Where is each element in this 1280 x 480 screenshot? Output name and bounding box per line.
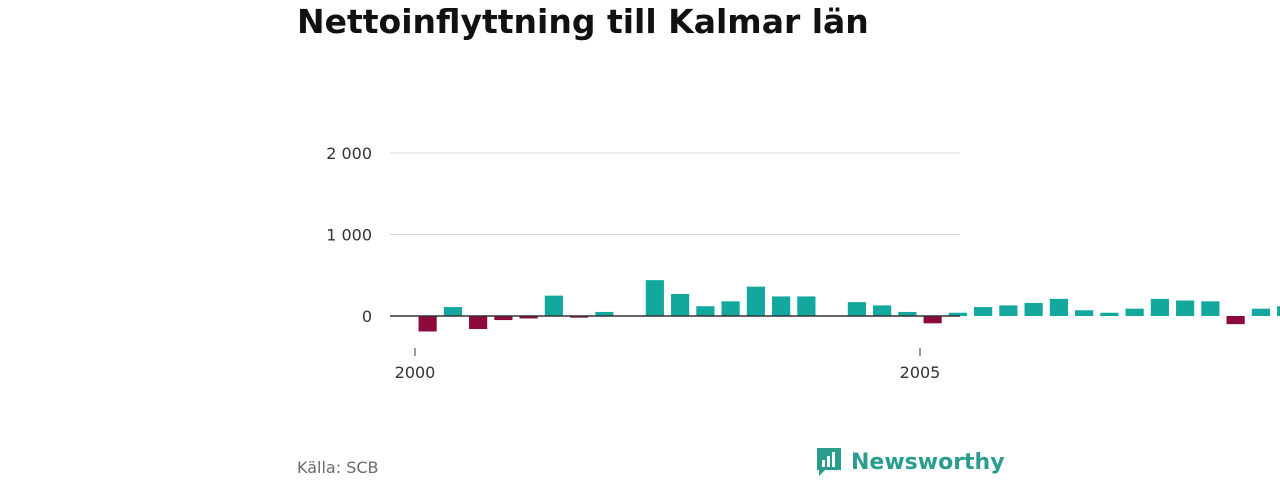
y-tick-label: 0: [362, 307, 372, 326]
bar: [1049, 298, 1068, 316]
bar: [721, 301, 740, 316]
bar: [418, 316, 437, 332]
bar: [873, 305, 892, 316]
bar: [443, 307, 462, 316]
bar: [1125, 308, 1144, 316]
bar: [1176, 300, 1195, 316]
bar: [570, 316, 589, 318]
newsworthy-logo-icon: [817, 448, 841, 476]
bars: [418, 280, 1280, 332]
bar: [645, 280, 664, 316]
bar: [1075, 310, 1094, 317]
bar: [1024, 302, 1043, 316]
bar: [519, 316, 538, 319]
bar: [1150, 298, 1169, 316]
chart-title: Nettoinflyttning till Kalmar län: [297, 2, 869, 41]
x-tick-label: 2000: [395, 363, 436, 382]
y-tick-label: 1 000: [326, 226, 372, 245]
bar: [999, 305, 1018, 316]
bar: [544, 295, 563, 317]
bar: [494, 316, 513, 321]
bar: [1201, 301, 1220, 316]
gridlines: [390, 152, 960, 235]
bar: [1251, 308, 1270, 316]
bar: [1100, 312, 1119, 316]
bar: [696, 306, 715, 316]
source-label: Källa: SCB: [297, 458, 379, 477]
bar: [469, 316, 488, 330]
bar: [898, 311, 917, 317]
bar: [797, 296, 816, 316]
bar: [772, 296, 791, 316]
bar: [1277, 306, 1280, 316]
bar: [974, 307, 993, 316]
bar: [948, 312, 967, 316]
bar: [595, 311, 614, 317]
bar: [1226, 316, 1245, 325]
bar: [671, 294, 690, 317]
axes: [390, 315, 960, 356]
bar: [847, 302, 866, 316]
brand-name: Newsworthy: [851, 449, 1005, 475]
y-tick-label: 2 000: [326, 144, 372, 163]
x-tick-label: 2005: [900, 363, 941, 382]
bar: [746, 286, 765, 316]
brand-logo[interactable]: Newsworthy: [815, 446, 1005, 478]
bar: [923, 316, 942, 324]
